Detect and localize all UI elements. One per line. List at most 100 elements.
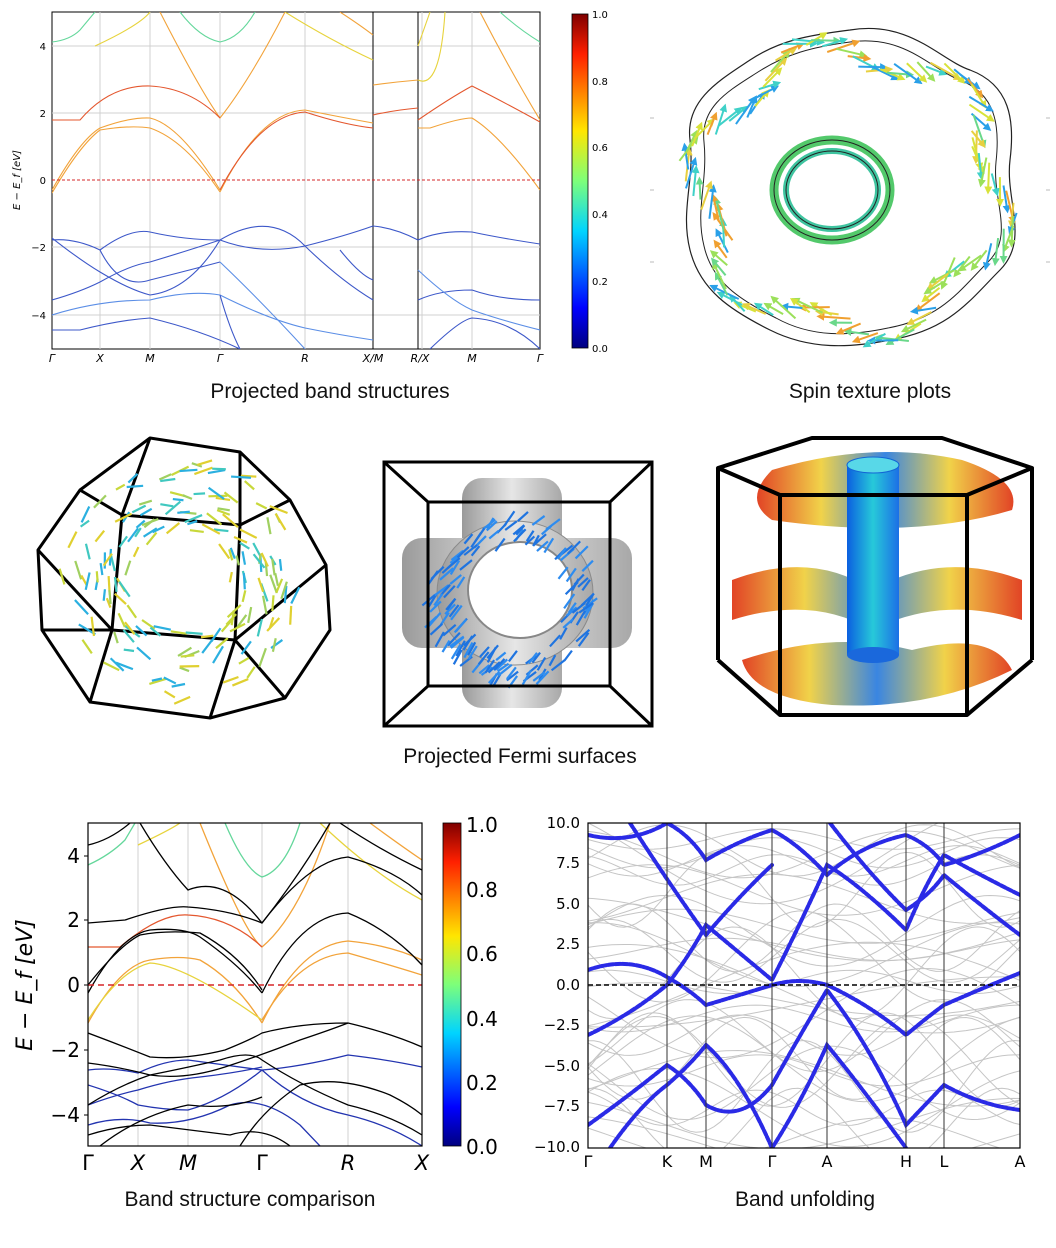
spin-arrow <box>463 533 474 545</box>
spin-arrow <box>486 644 499 659</box>
spin-arrow <box>274 513 287 531</box>
spin-arrow <box>713 239 728 259</box>
spin-arrow <box>196 459 213 467</box>
spin-arrow <box>247 606 253 624</box>
spin-arrow <box>943 62 966 85</box>
xtick: M <box>699 1152 713 1171</box>
spin-arrow <box>90 616 96 637</box>
spin-arrow <box>135 625 148 637</box>
spin-arrow <box>207 486 225 500</box>
spin-arrow <box>241 590 247 603</box>
unfold-grey-band <box>588 1004 1020 1033</box>
spin-arrow <box>446 557 461 570</box>
spin-arrow <box>968 95 994 112</box>
spin-arrow <box>836 47 868 59</box>
xtick: Γ <box>537 352 544 365</box>
spin-arrow <box>566 540 581 555</box>
spin-arrow <box>152 525 165 534</box>
spin-arrow <box>957 254 982 272</box>
spin-arrow <box>716 291 743 306</box>
fermi-surface-bcc-bz <box>36 436 332 720</box>
spin-arrow <box>242 573 246 590</box>
spin-arrow <box>427 570 439 586</box>
spin-arrow <box>681 142 690 170</box>
spin-arrow <box>109 657 125 672</box>
ytick: 2 <box>67 908 80 932</box>
spin-arrow <box>953 255 971 278</box>
fermi-surface-cubic <box>382 460 654 728</box>
spin-arrow <box>543 537 555 554</box>
spin-arrow <box>487 670 501 684</box>
spin-arrow <box>826 39 861 53</box>
spin-arrow <box>163 676 177 685</box>
spin-arrow <box>271 558 276 576</box>
spin-arrow <box>173 695 191 705</box>
spin-arrow <box>525 530 535 542</box>
spin-arrow <box>770 49 791 73</box>
unfold-grey-band <box>588 937 1020 961</box>
spin-arrow <box>753 85 780 100</box>
spin-arrow <box>532 533 547 546</box>
spin-arrow <box>708 184 717 219</box>
unfold-blue-band <box>608 1042 774 1148</box>
spin-arrow <box>258 647 267 668</box>
spin-arrow <box>494 537 506 552</box>
spin-arrow <box>440 583 451 596</box>
xtick: K <box>662 1152 673 1171</box>
unfold-grey-band <box>588 1014 1020 1056</box>
unfold-grey-band <box>588 944 1020 1034</box>
spin-arrow <box>780 42 805 54</box>
spin-arrow <box>545 518 561 531</box>
spin-arrow <box>149 677 167 686</box>
spin-arrow <box>550 659 566 672</box>
spin-arrow <box>229 622 246 633</box>
projected-band-structure-plot: 4 2 0 −2 −4 E − E_f [eV] Γ X M Γ R X/M R… <box>12 10 608 365</box>
spin-arrow <box>714 271 729 296</box>
spin-arrow <box>448 604 460 618</box>
spin-arrow <box>191 462 203 468</box>
unfold-grey-band <box>588 941 1020 1027</box>
spin-arrow <box>746 95 758 118</box>
spin-arrow <box>991 237 1000 267</box>
spin-arrow <box>290 586 301 604</box>
spin-arrow <box>94 529 106 543</box>
spin-arrow <box>506 670 519 682</box>
unfold-grey-band <box>588 854 1020 886</box>
spin-arrow <box>886 70 915 79</box>
spin-arrow <box>182 494 193 500</box>
unfold-grey-band <box>588 926 1020 1020</box>
spin-arrow <box>257 577 265 593</box>
spin-arrow <box>102 589 107 601</box>
xtick: H <box>900 1152 912 1171</box>
unfold-grey-band <box>588 851 1020 928</box>
spin-arrow <box>252 553 266 569</box>
spin-arrow <box>575 610 587 626</box>
unfold-grey-band <box>588 918 1020 983</box>
colorbar-tick: 0.8 <box>466 878 498 902</box>
spin-arrow <box>565 606 578 617</box>
spin-arrow <box>231 475 252 479</box>
spin-arrow <box>206 512 223 526</box>
spin-arrow <box>712 261 727 290</box>
spin-arrow <box>441 640 451 653</box>
xtick: Γ <box>217 352 224 365</box>
spin-arrow <box>450 549 464 561</box>
spin-arrow <box>143 518 156 529</box>
spin-arrow <box>164 500 182 516</box>
spin-arrow <box>201 523 221 535</box>
spin-arrow <box>578 602 594 614</box>
spin-arrow <box>127 473 139 484</box>
spin-arrow <box>136 646 152 661</box>
spin-arrow <box>177 510 190 514</box>
unfold-grey-band <box>588 1089 1020 1126</box>
spin-arrow <box>93 494 107 509</box>
spin-arrow <box>280 581 288 600</box>
spin-arrow <box>463 544 478 556</box>
spin-arrow <box>236 614 248 628</box>
spin-arrow <box>921 287 941 303</box>
spin-arrow <box>233 535 248 544</box>
xtick: Γ <box>584 1152 593 1171</box>
spin-arrow <box>141 619 156 630</box>
spin-arrow <box>228 549 234 561</box>
spin-arrow <box>571 602 586 614</box>
